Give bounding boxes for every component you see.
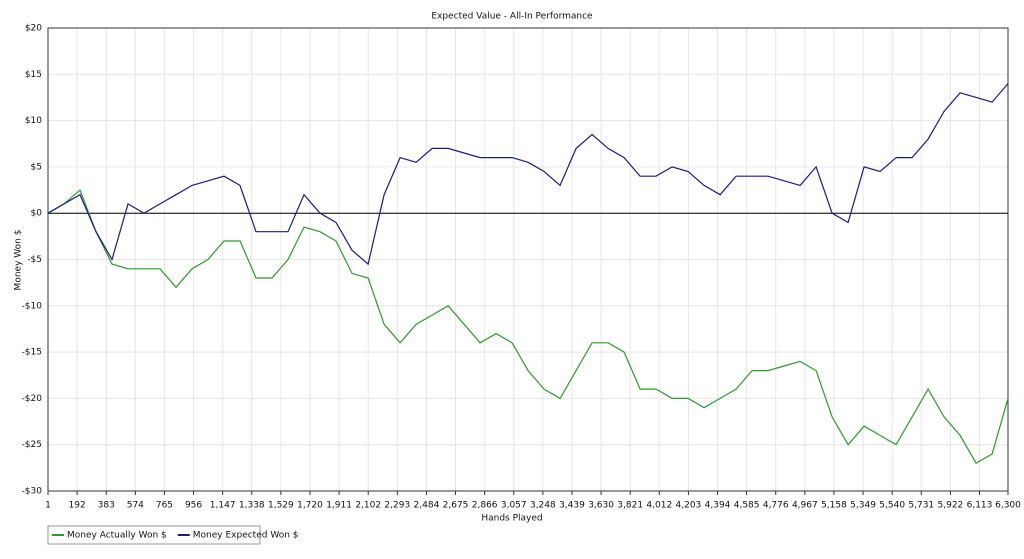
x-tick-label: 3,248 [530,501,556,511]
x-tick-label: 4,203 [676,501,702,511]
y-tick-label: $15 [25,70,42,80]
x-tick-label: 1,911 [326,501,352,511]
legend-label: Money Expected Won $ [193,531,299,541]
y-tick-label: -$25 [22,440,42,450]
x-tick-label: 3,057 [501,501,527,511]
x-tick-label: 3,630 [588,501,614,511]
x-tick-label: 2,866 [472,501,498,511]
x-tick-label: 4,394 [705,501,731,511]
x-tick-label: 2,675 [443,501,469,511]
x-tick-label: 1,147 [210,501,236,511]
x-tick-label: 5,158 [821,501,847,511]
x-axis-label: Hands Played [481,514,542,524]
x-tick-label: 574 [127,501,144,511]
x-tick-label: 1 [45,501,51,511]
legend-label: Money Actually Won $ [67,531,167,541]
x-tick-label: 3,821 [617,501,643,511]
x-tick-label: 1,338 [239,501,265,511]
chart-title: Expected Value - All-In Performance [431,12,593,22]
y-tick-label: $0 [31,209,43,219]
y-axis-label: Money Won $ [14,230,24,291]
y-tick-label: $10 [25,116,42,126]
series-line [47,189,1009,465]
y-tick-label: -$5 [27,255,42,265]
x-tick-label: 1,529 [268,501,294,511]
x-tick-label: 2,484 [414,501,440,511]
x-tick-label: 2,293 [384,501,410,511]
x-tick-label: 2,102 [355,501,381,511]
y-tick-label: $5 [31,162,42,172]
x-tick-label: 4,585 [734,501,760,511]
x-tick-label: 6,113 [967,501,993,511]
x-tick-label: 5,349 [850,501,876,511]
legend-box [47,525,261,545]
x-tick-label: 765 [156,501,173,511]
series-line [47,83,1009,266]
y-tick-label: -$15 [22,348,42,358]
y-tick-label: -$10 [22,301,43,311]
y-tick-label: -$30 [22,487,43,497]
x-tick-label: 5,922 [938,501,964,511]
y-tick-label: -$20 [22,394,43,404]
x-tick-label: 4,967 [792,501,818,511]
x-tick-label: 5,540 [879,501,905,511]
plot-frame [47,27,1009,492]
x-tick-label: 3,439 [559,501,585,511]
x-tick-label: 4,012 [646,501,672,511]
x-tick-label: 956 [185,501,202,511]
x-tick-label: 5,731 [908,501,934,511]
x-tick-label: 192 [69,501,86,511]
y-tick-label: $20 [25,24,42,34]
x-tick-label: 383 [98,501,115,511]
x-tick-label: 4,776 [763,501,789,511]
x-tick-label: 6,300 [995,501,1021,511]
x-tick-label: 1,720 [297,501,323,511]
